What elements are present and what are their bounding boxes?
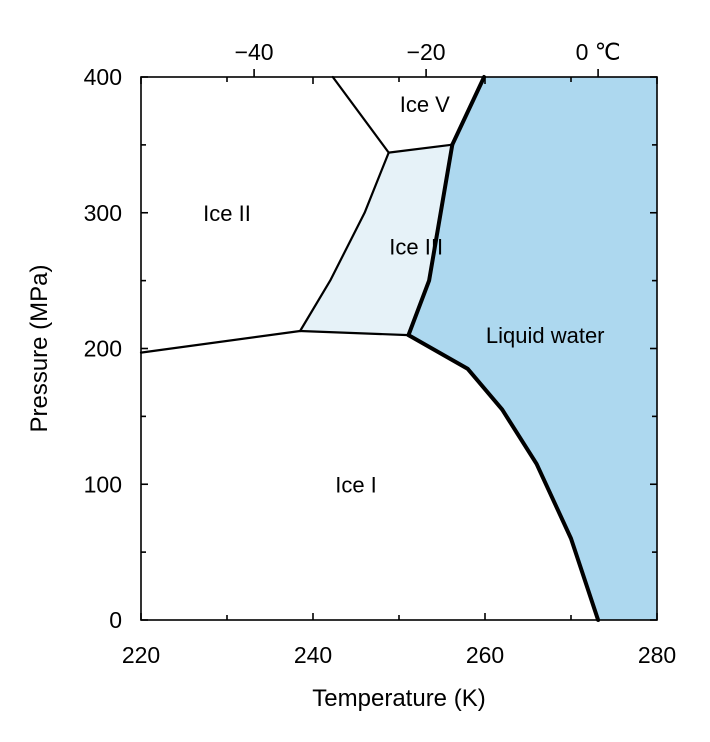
x-axis-title: Temperature (K) <box>312 685 485 712</box>
phase-boundaries <box>139 75 601 622</box>
boundary-ice-ii-ice-iii <box>299 151 390 333</box>
celsius-tick-label: −20 <box>407 39 446 65</box>
x-tick-label: 280 <box>638 642 676 668</box>
y-tick-label: 200 <box>84 336 122 362</box>
boundary-ice-i-ice-iii <box>299 329 410 337</box>
x-tick-label: 260 <box>466 642 504 668</box>
y-tick-label: 300 <box>84 200 122 226</box>
axis-tick-labels: 220 240 260 280 0 100 200 300 400 −40 −20 0 ℃ <box>84 39 677 668</box>
region-label-liquid-water: Liquid water <box>486 323 605 348</box>
region-fills <box>300 77 657 620</box>
boundary-ice-i-liquid <box>406 333 601 622</box>
boundary-ice-i-ice-ii <box>139 329 302 354</box>
boundary-ice-iii-ice-v <box>387 143 454 154</box>
boundary-ice-iii-liquid <box>406 142 455 338</box>
region-label-ice-v: Ice V <box>400 92 450 117</box>
celsius-tick-label: 0 ℃ <box>576 39 621 65</box>
y-tick-label: 400 <box>84 64 122 90</box>
boundary-ice-v-liquid <box>450 75 487 147</box>
region-label-ice-i: Ice I <box>335 472 377 497</box>
x-tick-label: 240 <box>294 642 332 668</box>
x-tick-label: 220 <box>122 642 160 668</box>
y-tick-label: 100 <box>84 471 122 497</box>
region-label-ice-iii: Ice III <box>389 235 443 260</box>
region-label-ice-ii: Ice II <box>203 201 251 226</box>
boundary-ice-ii-ice-v <box>331 75 390 154</box>
axis-ticks <box>140 69 658 621</box>
region-labels: Ice I Ice II Ice III Ice V Liquid water <box>203 92 604 497</box>
y-axis-title: Pressure (MPa) <box>26 264 53 432</box>
ice-iii-fill <box>300 144 453 336</box>
liquid-water-fill <box>408 77 657 620</box>
celsius-tick-label: −40 <box>235 39 274 65</box>
y-tick-label: 0 <box>109 607 122 633</box>
